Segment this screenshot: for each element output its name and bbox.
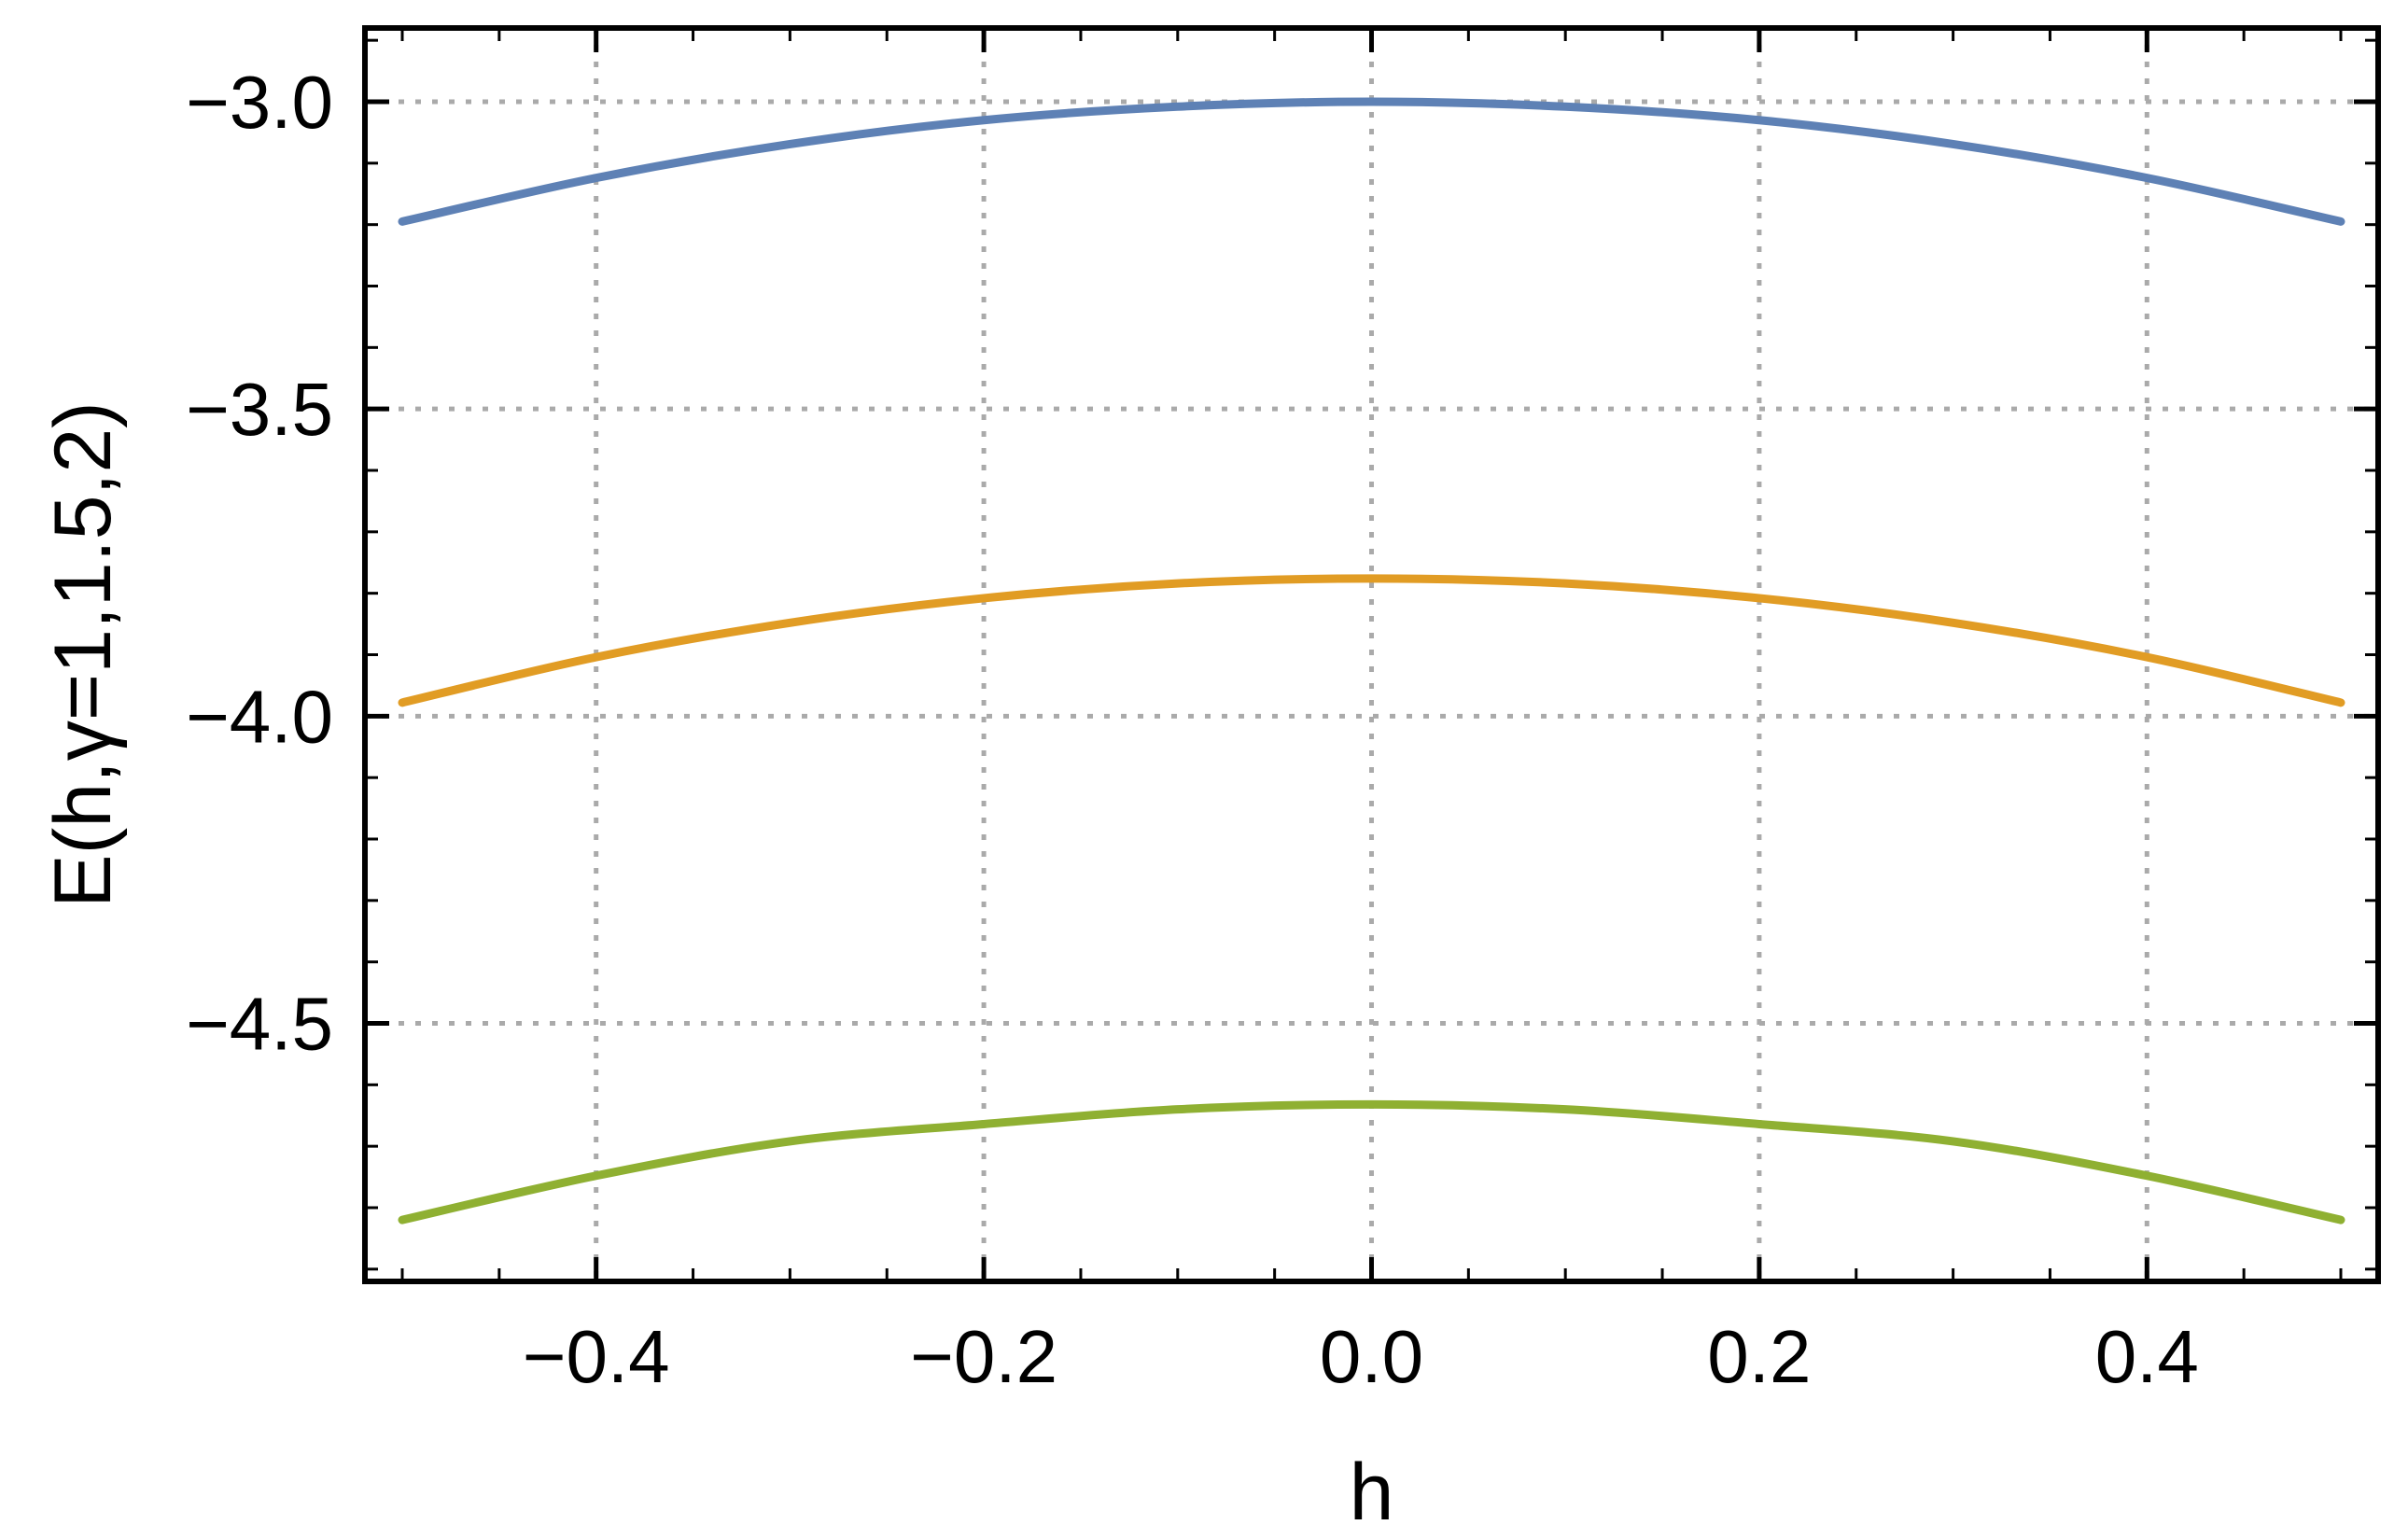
- y-tick-label: −3.0: [186, 61, 333, 144]
- y-tick-label: −4.0: [186, 675, 333, 758]
- y-tick-label: −3.5: [186, 368, 333, 451]
- series-line-2: [398, 574, 2345, 707]
- y-axis-label: E(h,γ=1,1.5,2): [38, 401, 128, 908]
- x-tick-label: 0.4: [2095, 1315, 2199, 1398]
- x-tick-label: −0.2: [910, 1315, 1057, 1398]
- series-line-3: [398, 1099, 2345, 1224]
- x-tick-label: −0.4: [523, 1315, 670, 1398]
- grid-lines: [365, 28, 2378, 1281]
- y-tick-labels: −3.0 −3.5 −4.0 −4.5: [186, 61, 333, 1066]
- plot-frame: [362, 25, 2381, 1284]
- series-lines: [398, 97, 2345, 1224]
- series-line-1: [398, 97, 2345, 226]
- x-tick-label: 0.2: [1707, 1315, 1811, 1398]
- x-axis-label: h: [1350, 1448, 1394, 1537]
- y-tick-label: −4.5: [186, 983, 333, 1066]
- x-tick-label: 0.0: [1320, 1315, 1423, 1398]
- x-tick-labels: −0.4 −0.2 0.0 0.2 0.4: [523, 1315, 2199, 1398]
